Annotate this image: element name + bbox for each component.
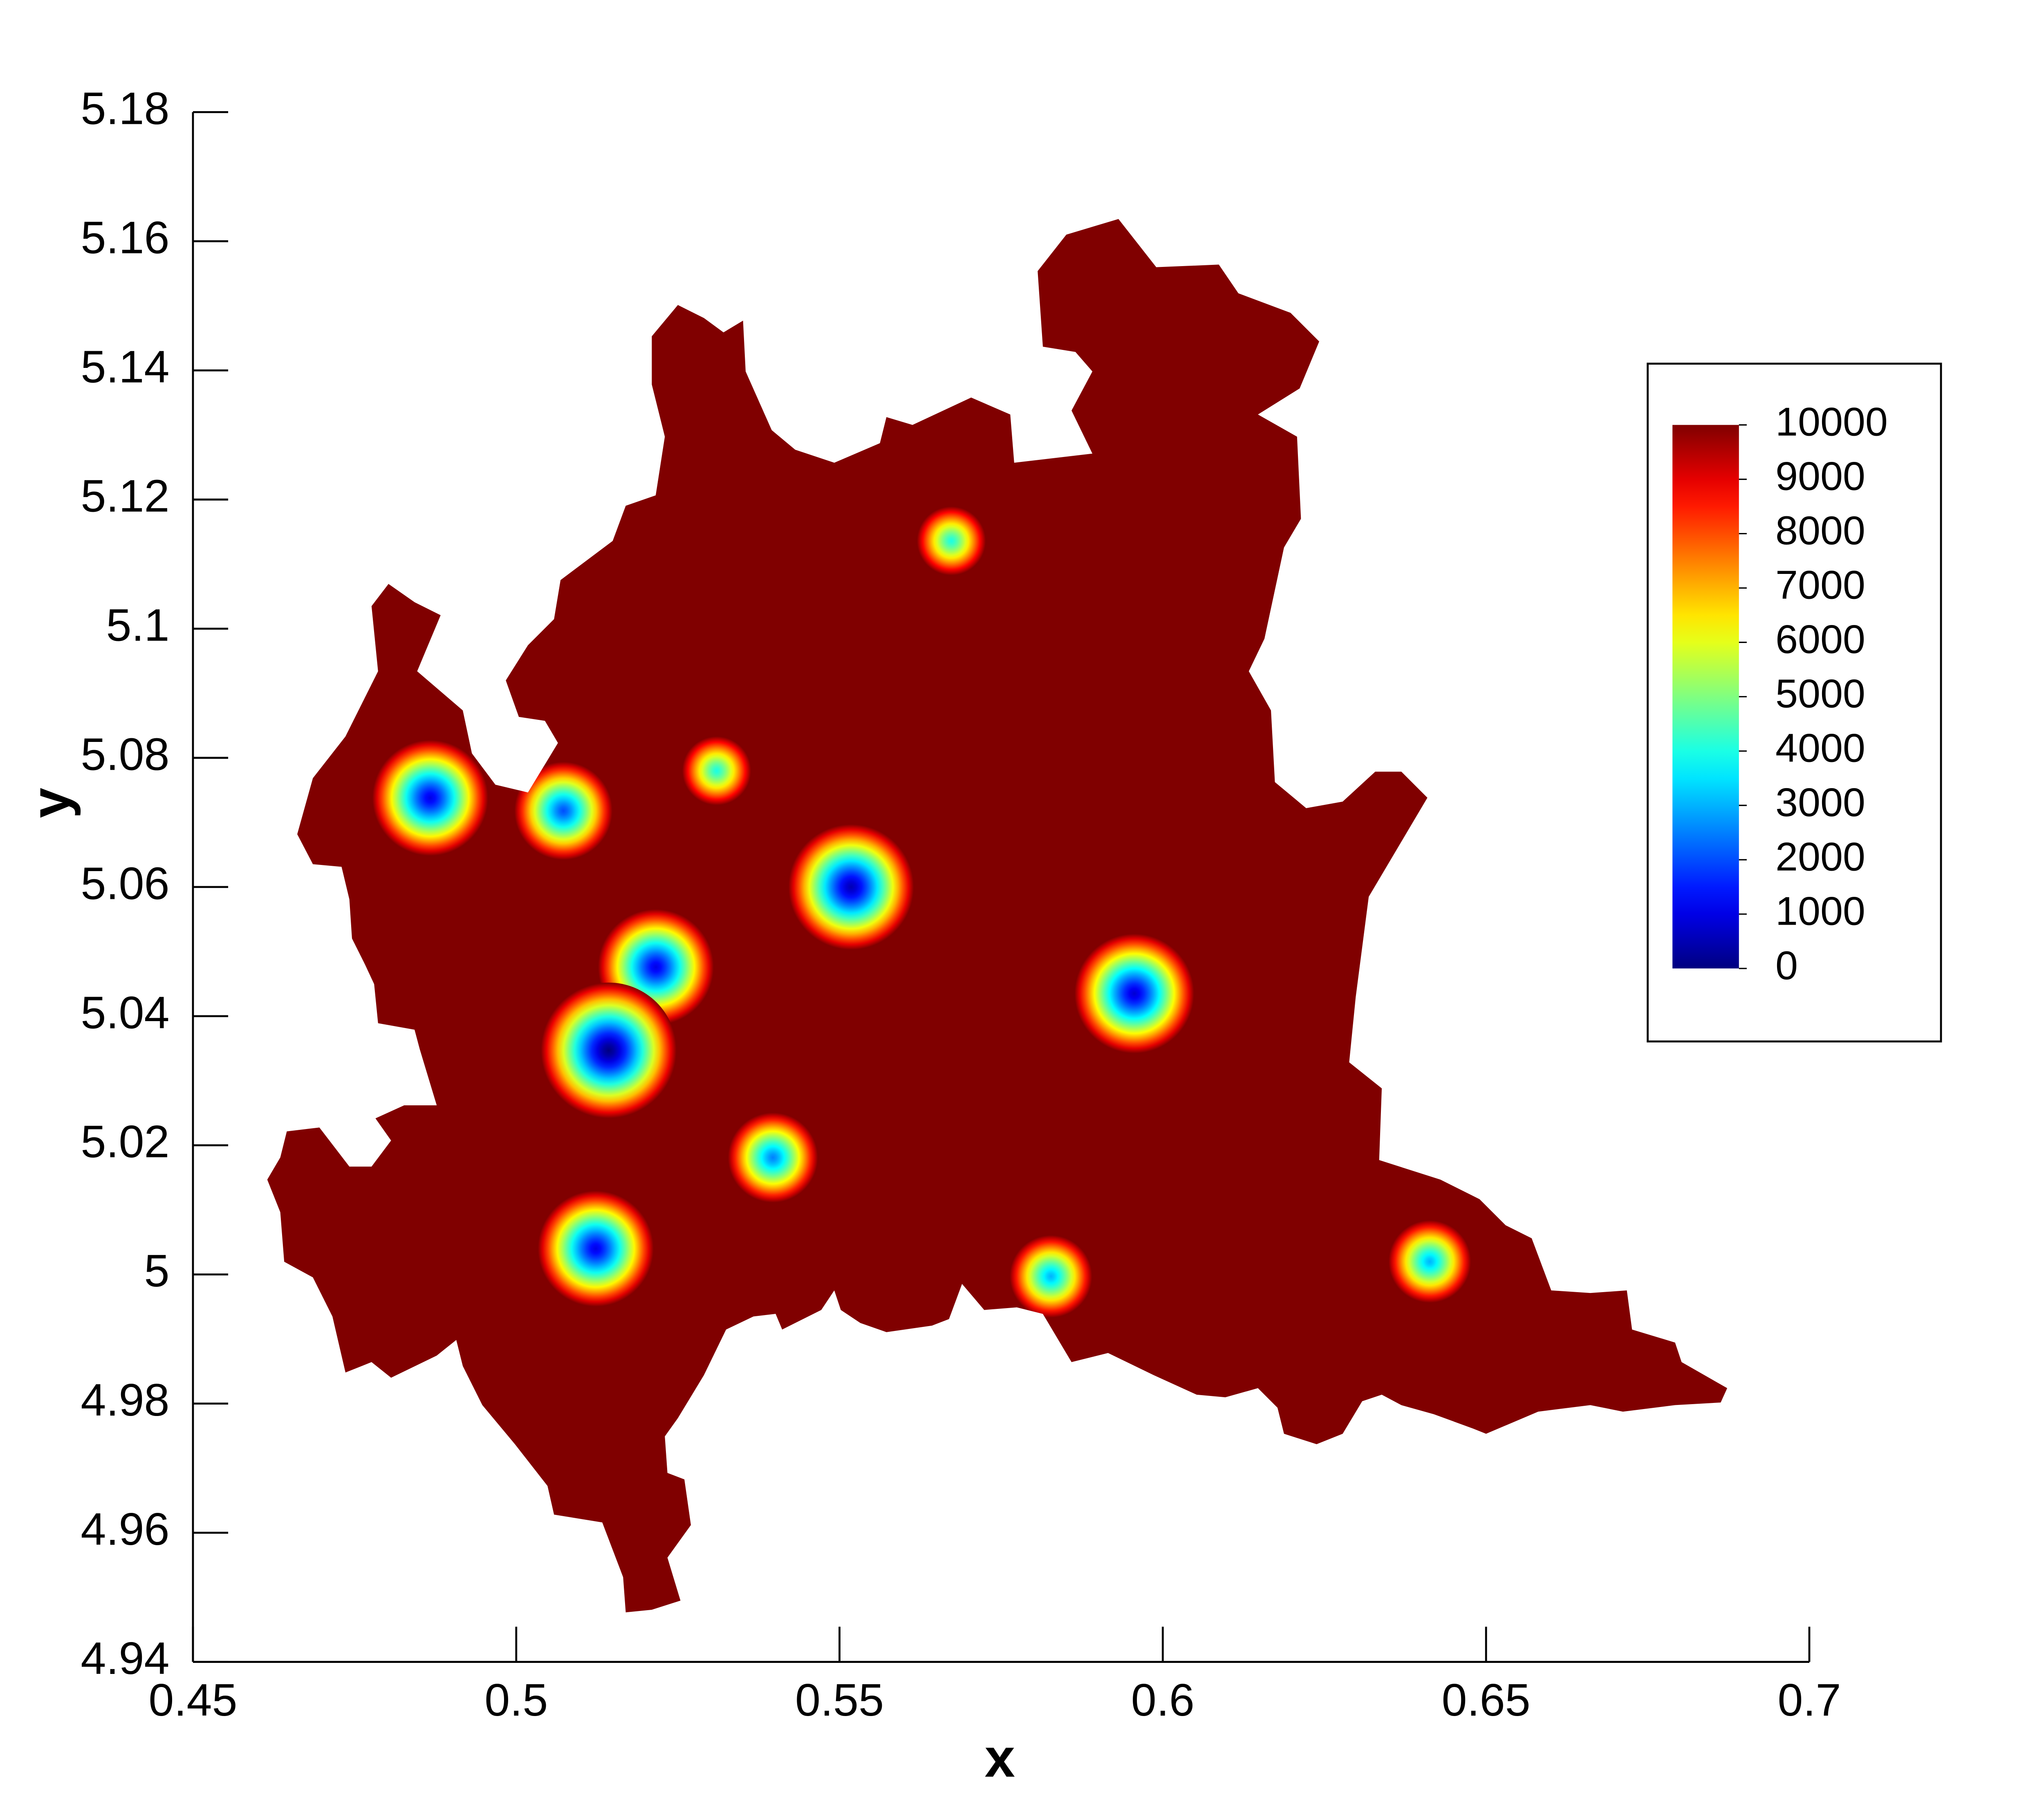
field-minimum — [1074, 934, 1195, 1053]
field — [372, 506, 1471, 1318]
colorbar-tick-label: 0 — [1775, 943, 1798, 988]
y-tick-label: 5 — [144, 1245, 170, 1296]
field-minimum — [788, 824, 914, 950]
x-axis-label: x — [985, 1727, 1015, 1788]
colorbar: 0 1000 2000 3000 4000 5000 6000 7000 8000 9000 100… — [1672, 399, 1888, 988]
y-tick-label: 5.06 — [81, 858, 169, 909]
x-tick-label: 0.45 — [148, 1674, 237, 1725]
x-tick-label: 0.6 — [1131, 1674, 1195, 1725]
field-minimum — [514, 762, 613, 860]
colorbar-tick-label: 8000 — [1775, 508, 1865, 553]
y-tick-label: 5.02 — [81, 1116, 169, 1167]
colorbar-scale — [1672, 425, 1739, 969]
x-tick-label: 0.5 — [484, 1674, 548, 1725]
colorbar-tick-label: 5000 — [1775, 671, 1865, 716]
x-tick-label: 0.55 — [795, 1674, 884, 1725]
colorbar-tick-label: 6000 — [1775, 616, 1865, 661]
y-tick-label: 5.16 — [81, 212, 169, 263]
y-tick-label: 4.94 — [81, 1633, 169, 1684]
y-tick-label: 5.1 — [106, 599, 169, 650]
field-minimum — [1388, 1220, 1471, 1303]
y-tick-label: 5.14 — [81, 341, 169, 392]
y-tick-label: 5.04 — [81, 987, 169, 1038]
field-minimum — [682, 736, 751, 805]
x-tick-label: 0.65 — [1442, 1674, 1531, 1725]
colorbar-tick-label: 3000 — [1775, 780, 1865, 824]
field-minimum — [538, 1190, 654, 1307]
y-tick-label: 4.96 — [81, 1503, 169, 1555]
x-tick-label: 0.7 — [1777, 1674, 1841, 1725]
colorbar-tick-label: 1000 — [1775, 888, 1865, 933]
field-minimum — [541, 982, 677, 1118]
y-tick-label: 5.08 — [81, 728, 169, 780]
colorbar-tick-label: 7000 — [1775, 562, 1865, 607]
field-minimum — [917, 506, 986, 576]
field-minimum — [372, 740, 489, 856]
y-tick-label: 5.12 — [81, 470, 169, 522]
colorbar-tick-label: 10000 — [1775, 399, 1888, 444]
colorbar-tick-label: 9000 — [1775, 454, 1865, 499]
field-minimum — [1010, 1235, 1092, 1318]
colorbar-tick-label: 2000 — [1775, 834, 1865, 879]
field-minimum — [728, 1112, 818, 1203]
y-tick-label: 5.18 — [81, 83, 169, 134]
y-axis-label: y — [20, 788, 81, 818]
axes — [192, 111, 1811, 1663]
colorbar-tick-label: 4000 — [1775, 725, 1865, 770]
y-tick-label: 4.98 — [81, 1374, 169, 1425]
region — [267, 219, 1728, 1613]
